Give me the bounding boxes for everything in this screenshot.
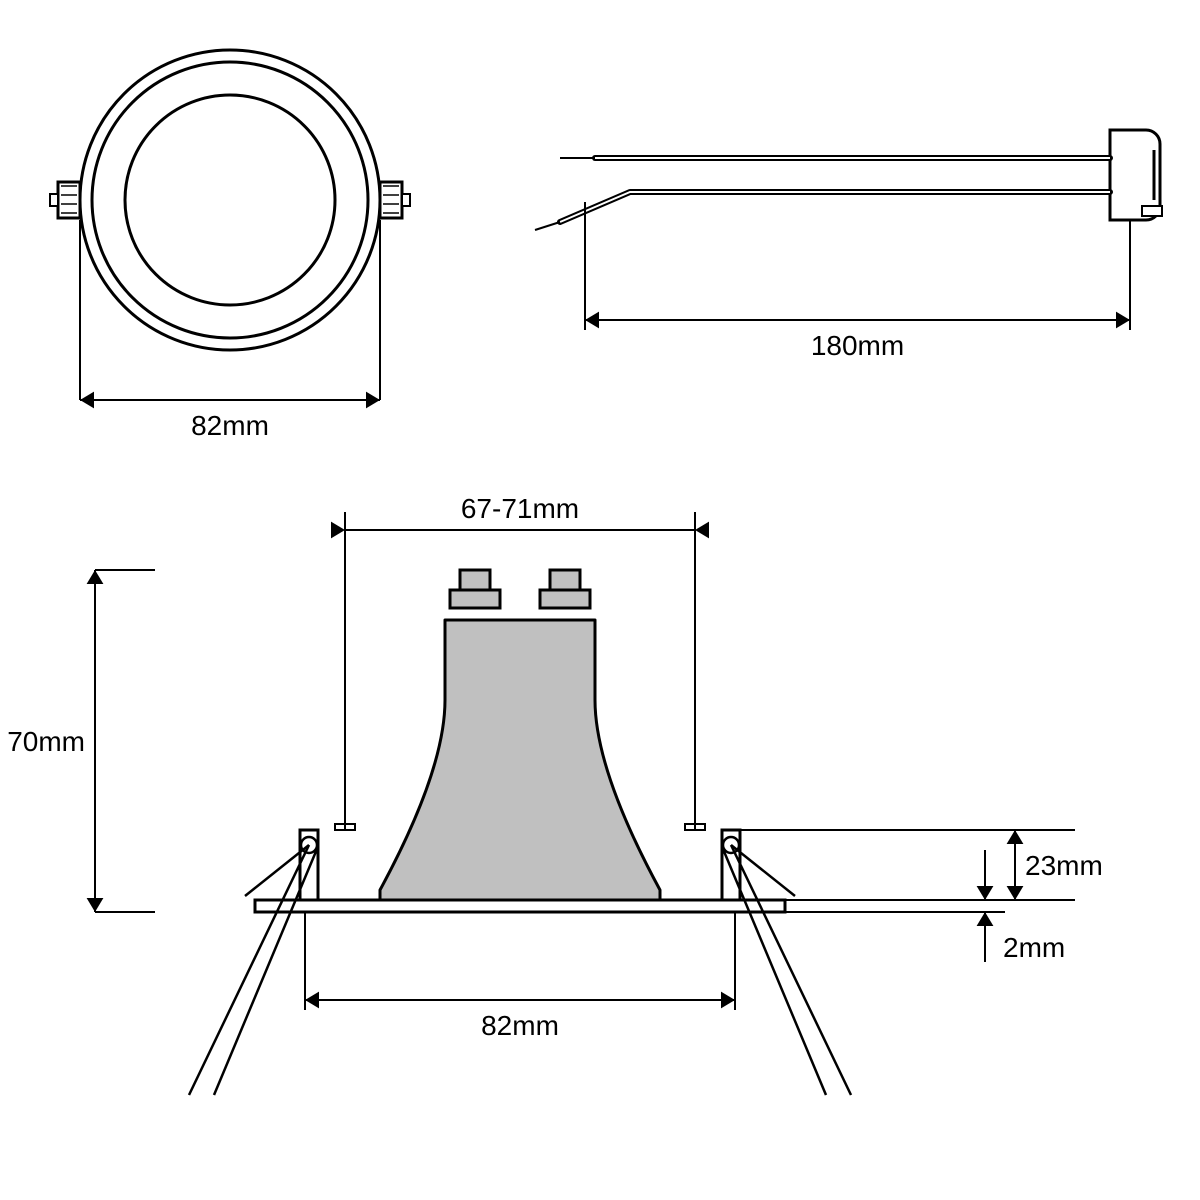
svg-text:70mm: 70mm [7,726,85,757]
cable-view: 180mm [535,130,1162,361]
dim-height-70mm: 70mm [7,570,103,912]
svg-text:2mm: 2mm [1003,932,1065,963]
dim-side-82mm: 82mm [305,992,735,1041]
dim-top-82mm: 82mm [80,392,380,441]
svg-text:67-71mm: 67-71mm [461,493,579,524]
svg-text:180mm: 180mm [811,330,904,361]
svg-text:23mm: 23mm [1025,850,1103,881]
top-view: 82mm [50,50,410,441]
lamp-icon [380,570,660,900]
svg-text:82mm: 82mm [481,1010,559,1041]
dim-cable-180mm: 180mm [585,312,1130,361]
side-view: 67-71mm 82mm 70mm 23mm 2mm [7,493,1103,1095]
dim-flange-2mm: 2mm [785,850,1065,963]
svg-text:82mm: 82mm [191,410,269,441]
dim-depth-23mm: 23mm [1007,830,1103,900]
